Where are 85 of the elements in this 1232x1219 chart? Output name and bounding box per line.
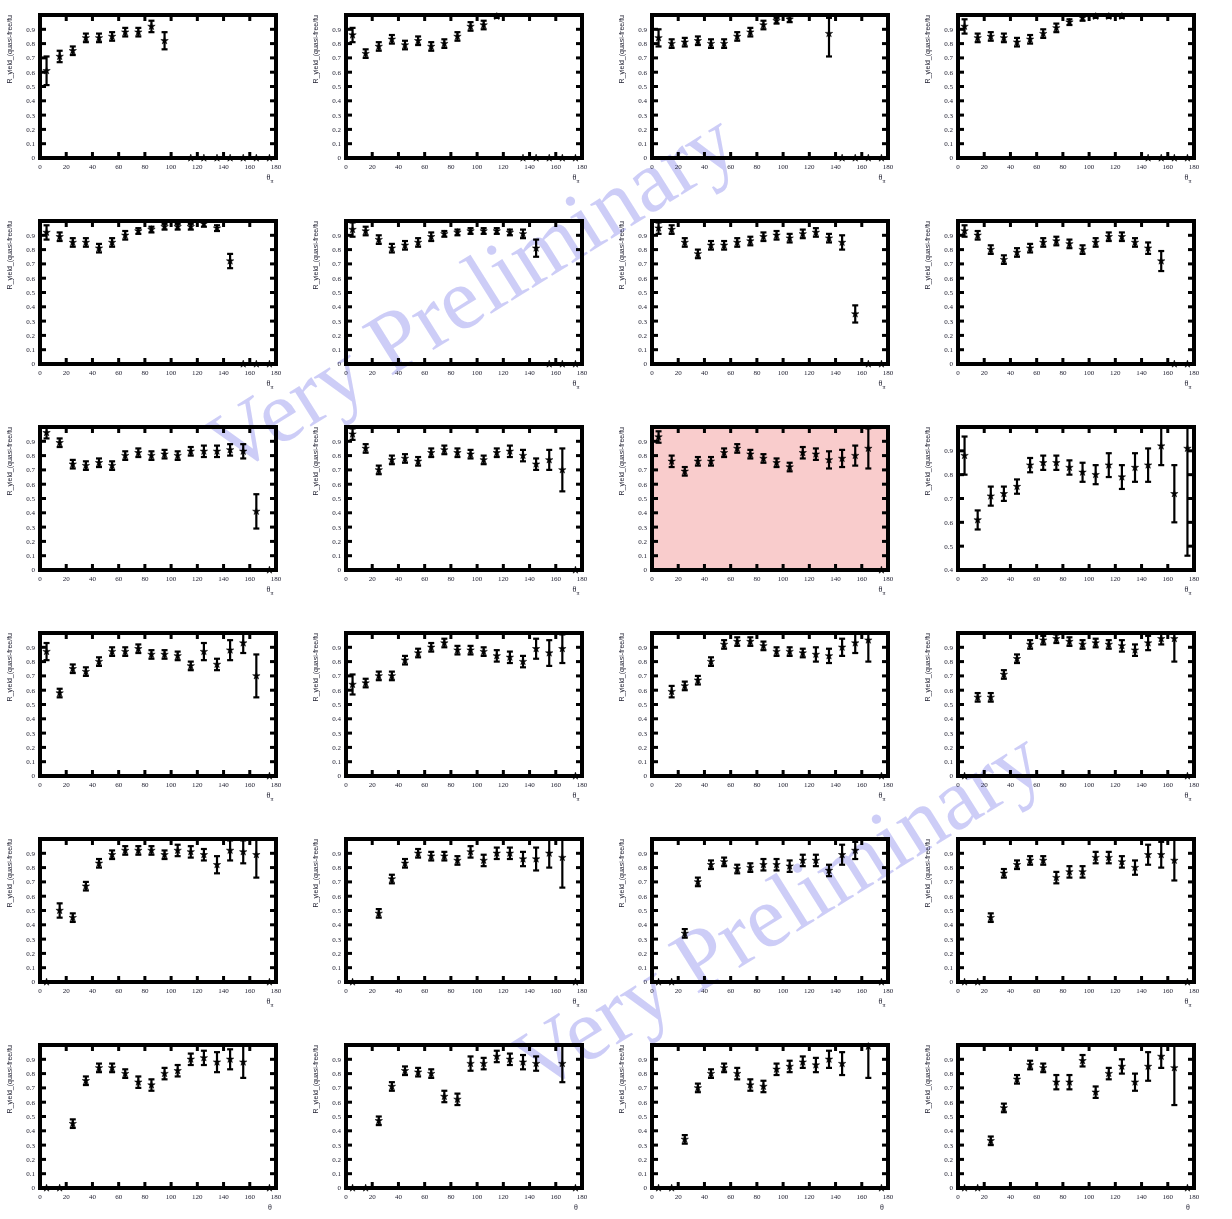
point	[1170, 489, 1179, 498]
point	[348, 225, 357, 233]
point	[1065, 1078, 1074, 1086]
point	[877, 359, 886, 368]
point	[571, 1183, 580, 1192]
point	[558, 465, 567, 474]
point	[252, 671, 261, 680]
x-axis-title: θ$_{π}$	[878, 379, 886, 390]
point	[239, 638, 248, 647]
point	[545, 849, 554, 857]
point	[864, 635, 873, 644]
point	[42, 977, 51, 986]
point	[571, 565, 580, 574]
point	[265, 1183, 274, 1192]
point	[1183, 977, 1192, 986]
point	[960, 451, 969, 460]
point	[42, 66, 51, 75]
x-axis-title: θ$_{π}$	[878, 585, 886, 596]
point	[265, 771, 274, 780]
point	[1078, 468, 1087, 476]
point	[1157, 256, 1166, 265]
x-axis-title: θ$_{π}$	[266, 791, 274, 802]
point	[160, 36, 169, 45]
point	[1183, 153, 1192, 162]
point	[851, 638, 860, 647]
point	[1157, 850, 1166, 859]
point	[877, 1183, 886, 1192]
point	[252, 507, 261, 515]
point	[213, 153, 221, 162]
point	[1170, 634, 1179, 643]
point	[1104, 460, 1113, 469]
point	[973, 515, 982, 524]
point	[545, 455, 554, 464]
point	[1065, 463, 1074, 471]
point	[851, 451, 860, 460]
point	[851, 309, 860, 318]
x-axis-title: θ$_{π}$	[1184, 997, 1192, 1008]
point	[1183, 1183, 1192, 1192]
point	[252, 850, 261, 859]
x-axis-title: θ$_{π}$	[572, 791, 580, 802]
point	[348, 977, 357, 986]
point	[265, 565, 274, 574]
x-axis-title: θ$_{π}$	[572, 379, 580, 390]
point	[877, 565, 886, 574]
x-axis-title: θ$_{π}$	[266, 585, 274, 596]
x-axis-title: θ	[880, 1203, 885, 1212]
point	[55, 906, 64, 914]
point	[239, 847, 248, 856]
x-axis-title: θ	[268, 1203, 273, 1212]
point	[1170, 856, 1179, 864]
point	[1052, 1078, 1061, 1086]
point	[1091, 470, 1100, 479]
point	[558, 853, 567, 862]
point	[348, 30, 357, 39]
point	[960, 1183, 969, 1192]
point	[986, 491, 995, 500]
x-axis-title: θ$_{π}$	[1184, 173, 1192, 184]
x-axis-title: θ$_{π}$	[1184, 791, 1192, 802]
x-axis-title: θ	[1186, 1203, 1191, 1212]
x-axis-title: θ$_{π}$	[266, 173, 274, 184]
point	[545, 648, 554, 657]
point	[265, 153, 274, 162]
point	[239, 1057, 248, 1066]
point	[348, 680, 357, 688]
point	[864, 444, 873, 452]
point	[1170, 1063, 1179, 1072]
point	[1183, 359, 1192, 368]
point	[558, 644, 567, 653]
x-axis-title: θ$_{π}$	[1184, 379, 1192, 390]
point	[654, 1183, 663, 1192]
point	[348, 1183, 357, 1192]
point	[877, 153, 886, 162]
x-axis-title: θ$_{π}$	[878, 173, 886, 184]
point	[1183, 444, 1192, 452]
point	[265, 977, 274, 986]
point	[571, 771, 580, 780]
x-axis-title: θ$_{π}$	[572, 585, 580, 596]
x-axis-title: θ$_{π}$	[1184, 585, 1192, 596]
point	[1183, 771, 1192, 780]
point	[654, 33, 663, 42]
x-axis-title: θ$_{π}$	[266, 997, 274, 1008]
point	[1157, 1052, 1166, 1060]
point	[42, 1183, 51, 1192]
point	[1157, 441, 1166, 450]
x-axis-title: θ	[574, 1203, 579, 1212]
